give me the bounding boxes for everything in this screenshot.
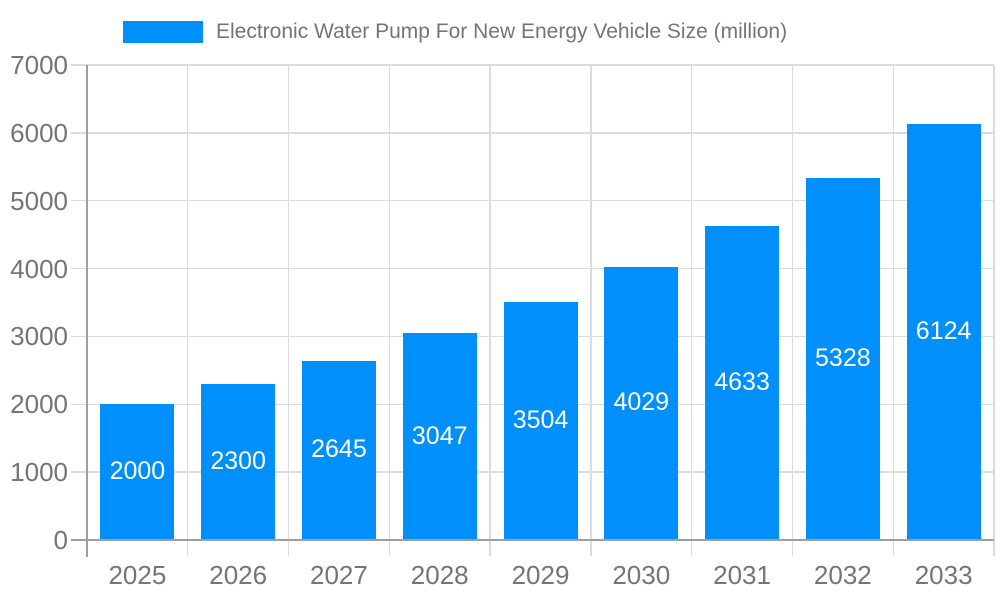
y-tick-label: 0 [53,525,68,555]
gridline-vertical [892,65,894,556]
y-tick-label: 6000 [10,117,68,148]
gridline-vertical [590,65,592,556]
bar[interactable]: 4633 [705,225,780,539]
bar-value-label: 2300 [210,446,266,475]
bar[interactable]: 4029 [604,266,679,539]
gridline-horizontal [71,64,994,66]
y-tick-label: 2000 [10,389,68,420]
legend-item[interactable]: Electronic Water Pump For New Energy Veh… [123,20,787,44]
gridline-horizontal [71,200,994,202]
y-tick-label: 4000 [10,253,68,284]
x-tick-label: 2030 [612,560,671,590]
bar-value-label: 5328 [815,344,871,373]
bar[interactable]: 3047 [402,333,477,539]
bar[interactable]: 3504 [503,302,578,539]
gridline-vertical [489,65,491,556]
gridline-horizontal [71,132,994,134]
y-tick-label: 3000 [10,321,68,352]
x-tick-label: 2026 [209,560,268,590]
gridline-horizontal [71,267,994,270]
x-tick-label: 2029 [511,560,570,590]
bar[interactable]: 2645 [301,360,376,539]
bar[interactable]: 2300 [201,383,276,539]
gridline-vertical [993,65,995,556]
gridline-vertical [287,65,290,556]
bar-value-label: 4029 [613,388,670,417]
x-tick-label: 2032 [813,560,872,590]
x-tick-label: 2033 [914,560,973,590]
legend-swatch [123,21,203,43]
x-axis-line [71,539,994,541]
gridline-vertical [187,65,189,556]
bar[interactable]: 2000 [100,404,175,539]
x-tick-label: 2031 [713,560,771,590]
bar-value-label: 2000 [109,457,166,486]
bar-value-label: 3047 [411,421,468,450]
legend-label: Electronic Water Pump For New Energy Veh… [216,20,788,43]
y-tick-label: 7000 [10,50,68,80]
bar-value-label: 3504 [512,406,569,435]
gridline-vertical [690,65,693,556]
x-tick-label: 2028 [410,560,469,590]
bar[interactable]: 6124 [906,124,981,539]
y-tick-label: 1000 [10,457,68,488]
bar-value-label: 4633 [714,367,770,396]
y-tick-label: 5000 [10,185,68,216]
y-axis-line [86,65,88,557]
x-tick-label: 2025 [108,560,167,590]
x-tick-label: 2027 [310,560,368,590]
bar-value-label: 2645 [311,435,367,464]
bar-value-label: 6124 [915,317,972,346]
gridline-vertical [388,65,391,556]
gridline-vertical [791,65,794,556]
bar[interactable]: 5328 [805,178,880,539]
